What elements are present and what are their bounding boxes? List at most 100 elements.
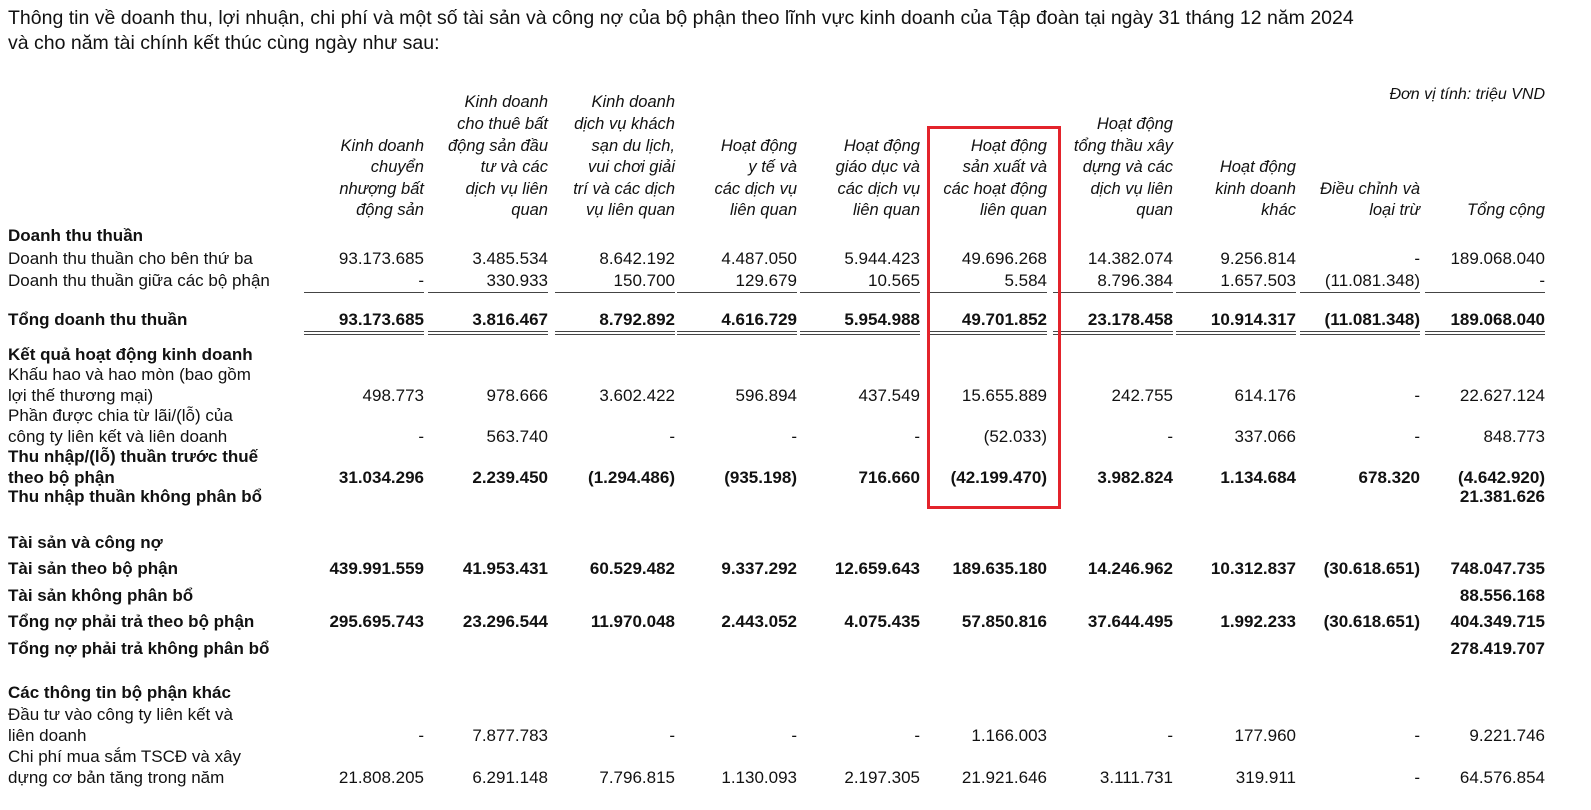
cell-value: 242.755 (1111, 386, 1173, 405)
cell-value: 1.134.684 (1220, 468, 1296, 487)
cell-value: 498.773 (362, 386, 424, 405)
cell-value: (52.033) (983, 427, 1047, 446)
cell-value: 9.221.746 (1469, 726, 1545, 745)
cell-value: 8.796.384 (1097, 271, 1173, 290)
cell-value: 319.911 (1235, 768, 1296, 787)
cell-value: 563.740 (486, 427, 548, 446)
cell-value: 1.166.003 (971, 726, 1047, 745)
cell-value: 278.419.707 (1450, 639, 1545, 658)
cell-value: (935.198) (724, 468, 797, 487)
column-header-line: các dịch vụ (837, 179, 920, 198)
column-header-line: Kinh doanh (340, 136, 425, 155)
column-header-line: Hoạt động (843, 136, 920, 155)
cell-value: 4.075.435 (844, 612, 920, 631)
cell-value: - (791, 726, 797, 745)
total-double-rule (800, 331, 920, 335)
column-header-line: liên quan (730, 201, 797, 220)
cell-value: 978.666 (486, 386, 548, 405)
column-header-line: các hoạt động (943, 179, 1047, 198)
subtotal-rule (677, 292, 797, 293)
cell-value: 678.320 (1358, 468, 1420, 487)
row-label: Doanh thu thuần (8, 226, 144, 245)
cell-value: 150.700 (613, 271, 675, 290)
cell-value: - (418, 427, 424, 446)
column-header-line: liên quan (980, 201, 1047, 220)
cell-value: 37.644.495 (1087, 612, 1173, 631)
cell-value: - (1414, 249, 1420, 268)
cell-value: - (1167, 427, 1173, 446)
cell-value: 22.627.124 (1459, 386, 1545, 405)
cell-value: 7.877.783 (472, 726, 548, 745)
cell-value: 23.296.544 (462, 612, 548, 631)
cell-value: - (1414, 726, 1420, 745)
row-label: Tổng nợ phải trả theo bộ phận (8, 612, 255, 631)
cell-value: - (418, 271, 424, 290)
row-label: Thu nhập/(lỗ) thuần trước thuế (8, 447, 259, 466)
cell-value: 2.239.450 (472, 468, 548, 487)
cell-value: 64.576.854 (1459, 768, 1545, 787)
cell-value: - (669, 427, 675, 446)
cell-value: 49.701.852 (961, 310, 1047, 329)
column-header-line: các dịch vụ (714, 179, 797, 198)
cell-value: 21.808.205 (338, 768, 424, 787)
column-header: Hoạt động tổng thầu xây dựng và các dịch vụ… (1043, 114, 1173, 222)
cell-value: 5.584 (1004, 271, 1047, 290)
cell-value: (30.618.651) (1323, 612, 1420, 631)
subtotal-rule (1425, 292, 1545, 293)
cell-value: 14.382.074 (1087, 249, 1173, 268)
cell-value: - (914, 427, 920, 446)
cell-value: 1.992.233 (1220, 612, 1296, 631)
cell-value: 57.850.816 (961, 612, 1047, 631)
cell-value: 1.130.093 (721, 768, 797, 787)
row-label: Tổng nợ phải trả không phân bổ (8, 639, 270, 658)
cell-value: 9.256.814 (1220, 249, 1296, 268)
column-header-line: nhượng bất (339, 179, 424, 198)
cell-value: 41.953.431 (462, 559, 548, 578)
total-double-rule (1053, 331, 1173, 335)
cell-value: - (1414, 768, 1420, 787)
row-label: Tài sản không phân bổ (8, 586, 194, 605)
cell-value: 21.921.646 (961, 768, 1047, 787)
cell-value: 404.349.715 (1450, 612, 1545, 631)
column-header: Kinh doanh chuyển nhượng bất động sản (294, 136, 424, 222)
cell-value: (30.618.651) (1323, 559, 1420, 578)
subtotal-rule (1300, 292, 1420, 293)
column-header-line: động sản đầu (447, 136, 548, 155)
cell-value: - (1539, 271, 1545, 290)
cell-value: 189.068.040 (1450, 310, 1545, 329)
cell-value: 189.068.040 (1450, 249, 1545, 268)
cell-value: 11.970.048 (590, 612, 675, 631)
column-header-line: Hoạt động (1096, 115, 1173, 134)
cell-value: 31.034.296 (338, 468, 424, 487)
column-header-line: Tổng cộng (1467, 201, 1545, 220)
column-header-line: Hoạt động (1219, 158, 1296, 177)
subtotal-rule (428, 292, 548, 293)
column-header-line: dịch vụ khách (574, 115, 675, 134)
column-header-line: trí và các dịch (573, 179, 675, 198)
cell-value: 177.960 (1234, 726, 1296, 745)
row-label: theo bộ phận (8, 468, 115, 487)
cell-value: (1.294.486) (588, 468, 675, 487)
cell-value: 12.659.643 (834, 559, 920, 578)
cell-value: 2.443.052 (721, 612, 797, 631)
row-label: Khấu hao và hao mòn (bao gồm (8, 365, 251, 384)
intro-line-1: Thông tin về doanh thu, lợi nhuận, chi p… (8, 7, 1354, 29)
cell-value: 4.616.729 (721, 310, 797, 329)
cell-value: 6.291.148 (472, 768, 548, 787)
column-header-line: sản xuất và (962, 158, 1047, 177)
column-header-line: Hoạt động (720, 136, 797, 155)
subtotal-rule (800, 292, 920, 293)
cell-value: (11.081.348) (1324, 310, 1420, 329)
column-header: Tổng cộng (1415, 200, 1545, 222)
column-header-line: Điều chỉnh và (1320, 179, 1420, 198)
column-header-line: y tế và (748, 158, 797, 177)
cell-value: 716.660 (858, 468, 920, 487)
row-label: lợi thế thương mại) (8, 386, 154, 405)
cell-value: 295.695.743 (329, 612, 424, 631)
column-header-line: dịch vụ liên (465, 179, 548, 198)
row-label: liên doanh (8, 726, 87, 745)
highlight-box (927, 126, 1061, 509)
cell-value: 60.529.482 (589, 559, 675, 578)
column-header: Điều chỉnh và loại trừ (1290, 179, 1420, 222)
